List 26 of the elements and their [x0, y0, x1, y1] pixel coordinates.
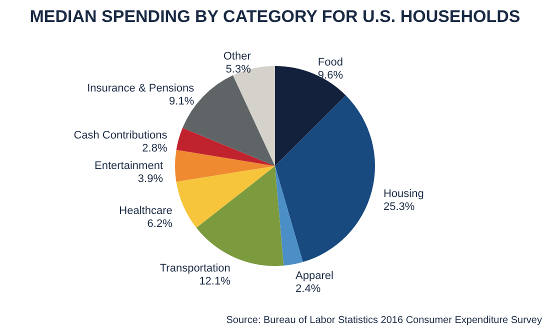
pie-slice [275, 166, 303, 266]
slice-label: Food [318, 56, 343, 69]
pie-slice [176, 166, 275, 228]
data-label: 2.8% [142, 142, 168, 154]
data-label: 5.3% [226, 64, 252, 76]
pie-slice [175, 150, 275, 182]
slice-label: Apparel [296, 270, 334, 282]
slice-label: Housing [383, 188, 424, 200]
source-note: Source: Bureau of Labor Statistics 2016 Consumer Expenditure Survey [226, 315, 542, 326]
data-label: 12.1% [199, 276, 231, 288]
chart-title: MEDIAN SPENDING BY CATEGORY FOR U.S. HOUSEHOLDS [30, 7, 520, 26]
slice-label: Entertainment [94, 160, 163, 172]
pie-slice [275, 66, 346, 166]
data-label: 25.3% [383, 200, 415, 213]
pie-slice [176, 128, 275, 166]
slice-label: Healthcare [119, 204, 172, 217]
slice-label: Transportation [160, 262, 230, 275]
pie-slice [275, 95, 375, 262]
slice-label: Cash Contributions [74, 129, 168, 142]
data-label: 9.6% [318, 70, 344, 82]
slice-label: Insurance & Pensions [87, 82, 195, 95]
data-label: 6.2% [147, 218, 173, 230]
data-label: 3.9% [138, 172, 164, 185]
data-label: 2.4% [296, 283, 321, 296]
slice-label: Other [223, 50, 252, 63]
data-label: 9.1% [169, 96, 194, 108]
